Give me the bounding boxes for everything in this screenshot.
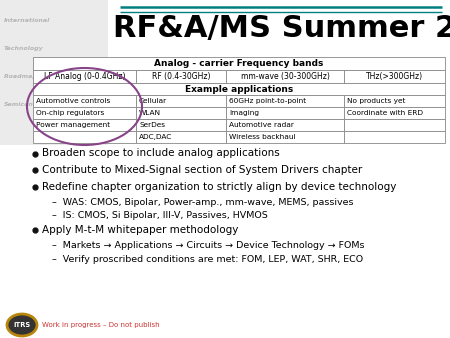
Bar (33, 83, 445, 95)
Bar (344, 131, 445, 143)
Bar (33, 57, 445, 70)
Bar (33, 131, 136, 143)
Bar (226, 131, 344, 143)
Text: Automotive radar: Automotive radar (229, 122, 294, 128)
Text: On-chip regulators: On-chip regulators (36, 110, 104, 116)
Text: Example applications: Example applications (185, 84, 293, 94)
Bar (33, 107, 136, 119)
Bar (136, 107, 226, 119)
Text: Imaging: Imaging (229, 110, 259, 116)
Bar (136, 119, 226, 131)
Bar (0, 0, 108, 145)
Bar (226, 119, 344, 131)
Bar (33, 119, 136, 131)
Text: RF (0.4-30GHz): RF (0.4-30GHz) (152, 72, 210, 81)
Text: No products yet: No products yet (347, 98, 405, 104)
Text: –  WAS: CMOS, Bipolar, Power-amp., mm-wave, MEMS, passives: – WAS: CMOS, Bipolar, Power-amp., mm-wav… (52, 198, 354, 207)
Text: Cellular: Cellular (139, 98, 167, 104)
Text: Automotive controls: Automotive controls (36, 98, 110, 104)
Bar (344, 70, 445, 83)
Text: Semiconductors: Semiconductors (4, 102, 61, 107)
Bar (136, 95, 226, 107)
Text: Analog - carrier Frequency bands: Analog - carrier Frequency bands (154, 59, 324, 68)
Text: mm-wave (30-300GHz): mm-wave (30-300GHz) (241, 72, 329, 81)
Text: Broaden scope to include analog applications: Broaden scope to include analog applicat… (42, 148, 280, 159)
Text: LF Analog (0-0.4GHz): LF Analog (0-0.4GHz) (44, 72, 125, 81)
Text: Coordinate with ERD: Coordinate with ERD (347, 110, 423, 116)
Bar (136, 70, 226, 83)
Bar (344, 119, 445, 131)
Bar (33, 95, 136, 107)
Bar (33, 70, 136, 83)
Text: RF&A/MS Summer 2011: RF&A/MS Summer 2011 (113, 14, 450, 43)
Text: Power management: Power management (36, 122, 110, 128)
Text: Technology: Technology (4, 46, 44, 51)
Bar (226, 70, 344, 83)
Text: –  Markets → Applications → Circuits → Device Technology → FOMs: – Markets → Applications → Circuits → De… (52, 241, 364, 250)
Text: Wireless backhaul: Wireless backhaul (229, 134, 296, 140)
Text: Contribute to Mixed-Signal section of System Drivers chapter: Contribute to Mixed-Signal section of Sy… (42, 165, 362, 175)
Text: ITRS: ITRS (14, 322, 31, 328)
Bar (226, 95, 344, 107)
Bar (226, 107, 344, 119)
Text: WLAN: WLAN (139, 110, 161, 116)
Bar (136, 131, 226, 143)
Text: SerDes: SerDes (139, 122, 165, 128)
Bar (344, 107, 445, 119)
Text: 60GHz point-to-point: 60GHz point-to-point (229, 98, 306, 104)
Bar (344, 95, 445, 107)
Text: Apply M-t-M whitepaper methodology: Apply M-t-M whitepaper methodology (42, 225, 239, 235)
Text: THz(>300GHz): THz(>300GHz) (366, 72, 423, 81)
Text: ADC,DAC: ADC,DAC (139, 134, 172, 140)
Text: International: International (4, 18, 50, 23)
Text: Work in progress – Do not publish: Work in progress – Do not publish (42, 322, 160, 328)
Ellipse shape (7, 314, 37, 336)
Text: Roadmap for: Roadmap for (4, 74, 49, 79)
Text: –  IS: CMOS, Si Bipolar, III-V, Passives, HVMOS: – IS: CMOS, Si Bipolar, III-V, Passives,… (52, 212, 268, 220)
Text: –  Verify proscribed conditions are met: FOM, LEP, WAT, SHR, ECO: – Verify proscribed conditions are met: … (52, 255, 363, 264)
Text: Redefine chapter organization to strictly align by device technology: Redefine chapter organization to strictl… (42, 182, 396, 192)
